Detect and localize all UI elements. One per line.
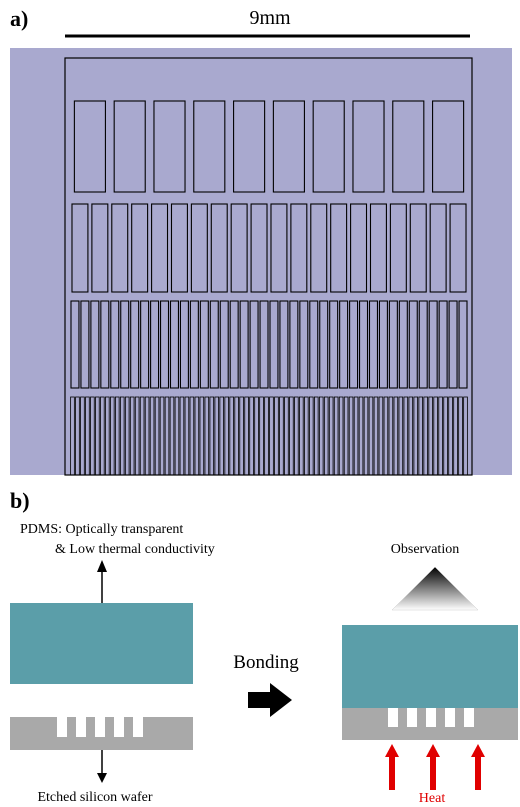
pdms-block (10, 603, 193, 684)
pdms-text: PDMS: Optically transparent (20, 522, 183, 537)
panel-label: b) (10, 488, 30, 513)
channel-gap (133, 717, 143, 737)
channel-gap (95, 717, 105, 737)
channel-gap (464, 708, 474, 727)
channel-gap (76, 717, 86, 737)
heat-arrows (385, 744, 485, 790)
observation-text: Observation (391, 542, 459, 557)
heat-arrow-head (385, 744, 399, 757)
arrow-head (97, 560, 107, 572)
figure: a) 9mm b) PDMS: Optically transparent & … (0, 0, 520, 807)
arrow-head (97, 773, 107, 783)
heat-text: Heat (419, 791, 446, 806)
channel-gap (114, 717, 124, 737)
bonding-text: Bonding (233, 652, 299, 673)
heat-arrow-head (471, 744, 485, 757)
objective (392, 567, 478, 610)
heat-arrow (430, 755, 436, 790)
channel-gap (407, 708, 417, 727)
pdms-block (342, 625, 518, 708)
channel-gap (426, 708, 436, 727)
channel-gap (57, 717, 67, 737)
wafer-text: Etched silicon wafer (37, 790, 152, 805)
heat-arrow (389, 755, 395, 790)
channel-gap (445, 708, 455, 727)
scale-label: 9mm (249, 7, 291, 29)
heat-arrow-head (426, 744, 440, 757)
bonding-arrow (248, 683, 292, 717)
pdms-text: & Low thermal conductivity (55, 542, 215, 557)
channel-gap (388, 708, 398, 727)
heat-arrow (475, 755, 481, 790)
panel-label: a) (10, 6, 28, 31)
